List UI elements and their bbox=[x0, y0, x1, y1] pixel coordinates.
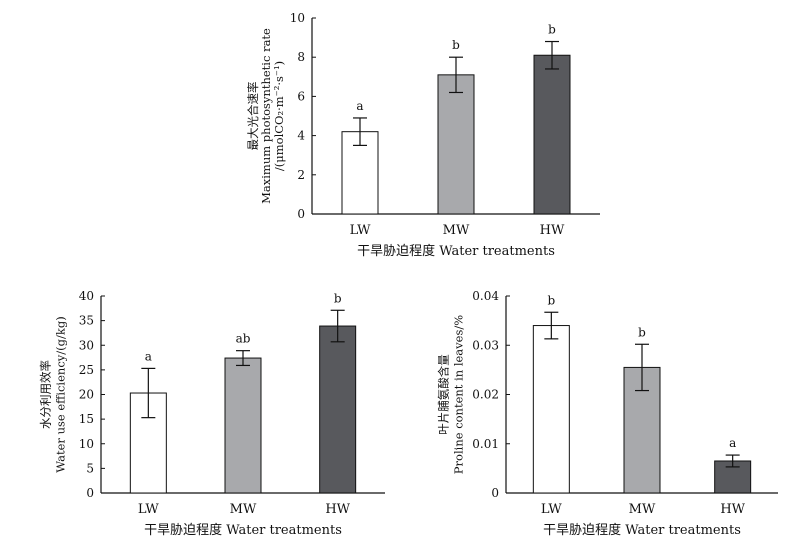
bar-lw bbox=[532, 325, 570, 494]
y-tick-label: 10 bbox=[290, 11, 305, 25]
y-axis-label: /(μmolCO₂·m⁻²·s⁻¹) bbox=[272, 61, 286, 171]
y-tick-label: 6 bbox=[297, 89, 305, 103]
significance-label: b bbox=[452, 38, 460, 52]
y-axis-label: Proline content in leaves/% bbox=[452, 315, 466, 474]
y-tick-label: 4 bbox=[297, 129, 305, 143]
significance-label: b bbox=[334, 291, 342, 305]
bar-mw bbox=[224, 357, 262, 494]
y-tick-label: 20 bbox=[79, 388, 94, 402]
category-label: MW bbox=[629, 502, 656, 517]
significance-label: ab bbox=[236, 332, 251, 346]
x-axis-label: 干旱胁迫程度 Water treatments bbox=[144, 522, 342, 538]
significance-label: b bbox=[638, 325, 646, 339]
y-tick-label: 0 bbox=[297, 207, 305, 221]
y-tick-label: 0.02 bbox=[472, 388, 499, 402]
y-axis-label: 叶片脯氨酸含量 bbox=[437, 354, 451, 435]
y-axis-label: 水分利用效率 bbox=[39, 360, 53, 429]
y-tick-label: 0.01 bbox=[472, 437, 499, 451]
y-tick-label: 15 bbox=[79, 412, 94, 426]
category-label: MW bbox=[443, 223, 470, 238]
x-axis-label: 干旱胁迫程度 Water treatments bbox=[543, 522, 741, 538]
y-tick-label: 0.03 bbox=[472, 338, 499, 352]
y-tick-label: 5 bbox=[86, 461, 94, 475]
significance-label: a bbox=[145, 349, 152, 363]
y-tick-label: 0 bbox=[86, 486, 94, 500]
category-label: MW bbox=[230, 502, 257, 517]
bar-hw bbox=[319, 325, 357, 494]
category-label: HW bbox=[720, 502, 745, 517]
bar-mw bbox=[437, 74, 475, 215]
y-axis-label: Maximum photosynthetic rate bbox=[259, 28, 273, 204]
chart-panel-3: 0 0.01 0.02 0.03 0.04 b LW b MW a HW 干旱胁迫程度 Water t… bbox=[437, 289, 778, 538]
y-axis-label: 最大光合速率 bbox=[246, 82, 260, 151]
category-label: LW bbox=[350, 223, 372, 238]
y-tick-label: 35 bbox=[79, 314, 94, 328]
category-label: LW bbox=[138, 502, 160, 517]
y-tick-label: 30 bbox=[79, 338, 94, 352]
category-label: HW bbox=[325, 502, 350, 517]
y-tick-label: 25 bbox=[79, 363, 94, 377]
y-axis-label: Water use efficiency/(g/kg) bbox=[54, 316, 68, 472]
y-tick-label: 10 bbox=[79, 437, 94, 451]
significance-label: b bbox=[547, 293, 555, 307]
bar-hw bbox=[533, 54, 571, 215]
y-tick-label: 0.04 bbox=[472, 289, 499, 303]
chart-panel-1: 0 2 4 6 8 10 a LW b MW b HW 干旱胁迫程度 Water treatments 最… bbox=[246, 11, 600, 259]
chart-panel-2: 0 5 10 15 20 25 30 35 40 a LW ab MW b HW 干旱胁迫程度 Water t… bbox=[39, 289, 385, 538]
y-tick-label: 40 bbox=[79, 289, 94, 303]
y-tick-label: 0 bbox=[491, 486, 499, 500]
significance-label: a bbox=[356, 99, 363, 113]
category-label: HW bbox=[540, 223, 565, 238]
significance-label: a bbox=[729, 436, 736, 450]
y-tick-label: 2 bbox=[297, 168, 305, 182]
x-axis-label: 干旱胁迫程度 Water treatments bbox=[357, 243, 555, 259]
significance-label: b bbox=[548, 23, 556, 37]
y-tick-label: 8 bbox=[297, 50, 305, 64]
category-label: LW bbox=[541, 502, 563, 517]
